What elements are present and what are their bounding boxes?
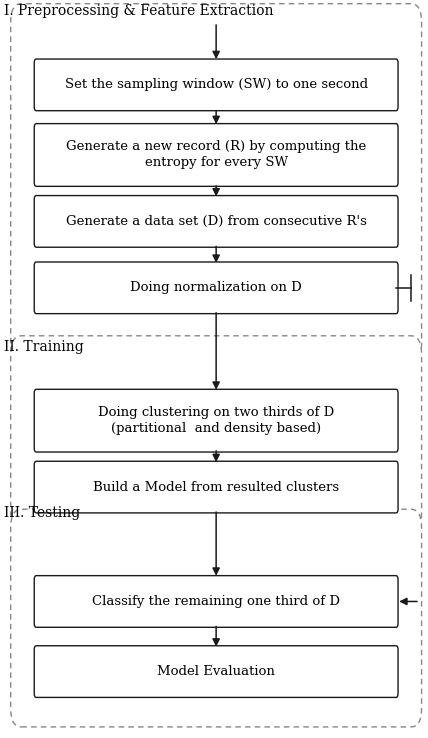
FancyBboxPatch shape — [34, 576, 398, 627]
FancyBboxPatch shape — [34, 461, 398, 513]
Text: Doing normalization on D: Doing normalization on D — [130, 281, 302, 294]
Text: Generate a data set (D) from consecutive R's: Generate a data set (D) from consecutive… — [66, 215, 366, 228]
FancyBboxPatch shape — [34, 196, 398, 247]
FancyBboxPatch shape — [11, 509, 422, 727]
Text: Generate a new record (R) by computing the
entropy for every SW: Generate a new record (R) by computing t… — [66, 140, 366, 170]
FancyBboxPatch shape — [11, 336, 422, 531]
Text: I. Preprocessing & Feature Extraction: I. Preprocessing & Feature Extraction — [4, 4, 274, 18]
Text: II. Training: II. Training — [4, 340, 84, 354]
FancyBboxPatch shape — [34, 646, 398, 697]
FancyBboxPatch shape — [34, 59, 398, 111]
FancyBboxPatch shape — [34, 390, 398, 452]
Text: III. Testing: III. Testing — [4, 506, 80, 520]
FancyBboxPatch shape — [34, 123, 398, 186]
Text: Set the sampling window (SW) to one second: Set the sampling window (SW) to one seco… — [65, 78, 368, 92]
Text: Doing clustering on two thirds of D
(partitional  and density based): Doing clustering on two thirds of D (par… — [98, 406, 334, 435]
FancyBboxPatch shape — [11, 4, 422, 362]
Text: Model Evaluation: Model Evaluation — [157, 665, 275, 678]
FancyBboxPatch shape — [34, 262, 398, 314]
Text: Classify the remaining one third of D: Classify the remaining one third of D — [92, 595, 340, 608]
Text: Build a Model from resulted clusters: Build a Model from resulted clusters — [93, 480, 339, 494]
